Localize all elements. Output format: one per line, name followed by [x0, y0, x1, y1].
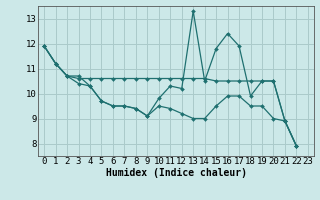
X-axis label: Humidex (Indice chaleur): Humidex (Indice chaleur) — [106, 168, 246, 178]
